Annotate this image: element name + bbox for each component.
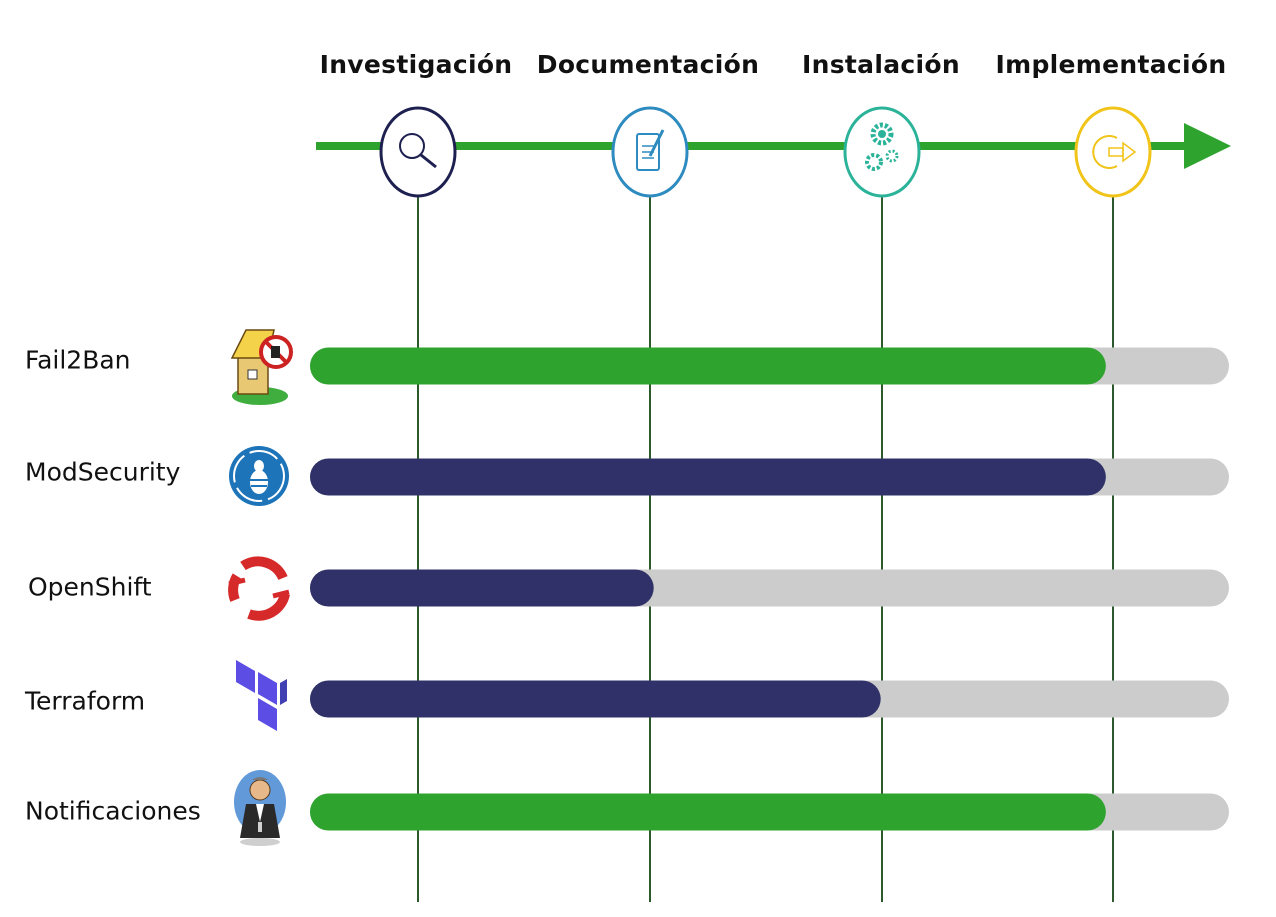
row-label-openshift: OpenShift (28, 572, 152, 602)
progress-fill (310, 347, 1106, 385)
row-logos (228, 329, 293, 846)
phase-label-investigacion: Investigación (319, 50, 513, 79)
phase-icons (379, 106, 1152, 198)
row-label-notificaciones: Notificaciones (25, 796, 201, 826)
sign-in-icon (1074, 106, 1152, 198)
butler-logo (234, 770, 286, 846)
modsecurity-logo (229, 446, 289, 506)
document-pen-icon (611, 106, 689, 198)
row-label-terraform: Terraform (25, 686, 146, 716)
gears-icon (843, 106, 921, 198)
progress-fill (310, 569, 654, 607)
progress-bar (310, 458, 1229, 496)
fail2ban-logo (230, 329, 293, 405)
row-label-modsecurity: ModSecurity (25, 457, 181, 487)
openshift-logo (228, 556, 290, 621)
progress-bar (310, 569, 1229, 607)
progress-bar (310, 793, 1229, 831)
progress-fill (310, 458, 1106, 496)
row-label-fail2ban: Fail2Ban (25, 345, 131, 375)
progress-fill (310, 680, 881, 718)
phase-guides (417, 190, 1114, 902)
progress-bar (310, 347, 1229, 385)
progress-bars (310, 347, 1229, 831)
terraform-logo (236, 660, 287, 731)
progress-bar (310, 680, 1229, 718)
timeline-arrowhead (1184, 123, 1231, 169)
phase-label-instalacion: Instalación (802, 50, 960, 79)
timeline-arrow (316, 123, 1231, 169)
phase-label-implementacion: Implementación (995, 50, 1227, 79)
magnifier-icon (379, 106, 457, 198)
progress-fill (310, 793, 1106, 831)
phase-label-documentacion: Documentación (536, 50, 760, 79)
